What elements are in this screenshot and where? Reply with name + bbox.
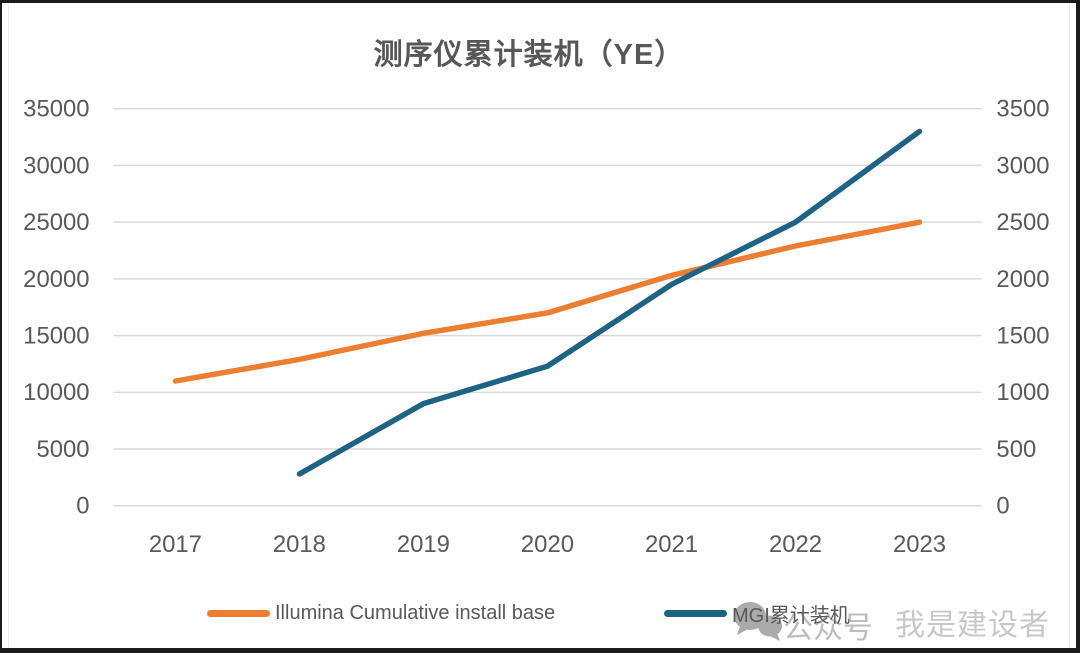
inner-frame-line-left bbox=[8, 3, 9, 648]
x-axis-tick-label: 2021 bbox=[645, 531, 698, 558]
x-axis-tick-label: 2023 bbox=[893, 531, 946, 558]
y-axis-tick-label-right: 3500 bbox=[996, 96, 1049, 123]
y-axis-tick-label-right: 3000 bbox=[996, 152, 1049, 179]
watermark-text-author: 我是建设者 bbox=[895, 609, 1050, 642]
y-axis-tick-label-right: 2000 bbox=[996, 266, 1049, 293]
chart-plot-area: 3500030000250002000015000100005000035003… bbox=[23, 96, 1049, 559]
y-axis-tick-label-left: 10000 bbox=[23, 379, 89, 406]
chat-bubbles-icon bbox=[734, 602, 782, 641]
chart-title: 测序仪累计装机（YE） bbox=[373, 39, 685, 71]
legend-item-illumina: Illumina Cumulative install base bbox=[207, 597, 555, 629]
x-axis-tick-label: 2022 bbox=[769, 531, 822, 558]
series-line-mgi bbox=[296, 128, 923, 477]
legend-label-illumina: Illumina Cumulative install base bbox=[275, 601, 556, 624]
y-axis-tick-label-left: 0 bbox=[76, 493, 89, 520]
legend-item-mgi: MGI累计装机 bbox=[664, 597, 850, 629]
y-axis-tick-label-left: 30000 bbox=[23, 152, 89, 179]
inner-frame-line-right bbox=[1069, 3, 1070, 648]
watermark-text-gongzhonghao: 公众号 bbox=[783, 612, 873, 645]
y-axis-tick-label-left: 15000 bbox=[23, 323, 89, 350]
y-axis-tick-label-right: 2500 bbox=[996, 209, 1049, 236]
y-axis-tick-label-left: 5000 bbox=[36, 436, 89, 463]
y-axis-tick-label-right: 500 bbox=[996, 436, 1036, 463]
legend-label-mgi: MGI累计装机 bbox=[732, 604, 850, 627]
chart-legend: Illumina Cumulative install base MGI累计装机 bbox=[2, 597, 1076, 633]
y-axis-tick-label-left: 20000 bbox=[23, 266, 89, 293]
y-axis-tick-label-right: 0 bbox=[996, 493, 1009, 520]
x-axis-tick-label: 2020 bbox=[521, 531, 574, 558]
y-axis-tick-label-left: 25000 bbox=[23, 209, 89, 236]
series-line-illumina bbox=[172, 219, 923, 384]
x-axis-tick-label: 2018 bbox=[273, 531, 326, 558]
x-axis-tick-label: 2017 bbox=[149, 531, 202, 558]
x-axis-tick-label: 2019 bbox=[397, 531, 450, 558]
legend-swatch-illumina bbox=[207, 609, 270, 617]
y-axis-tick-label-left: 35000 bbox=[23, 96, 89, 123]
y-axis-tick-label-right: 1000 bbox=[996, 379, 1049, 406]
y-axis-tick-label-right: 1500 bbox=[996, 323, 1049, 350]
legend-swatch-mgi bbox=[664, 609, 727, 617]
